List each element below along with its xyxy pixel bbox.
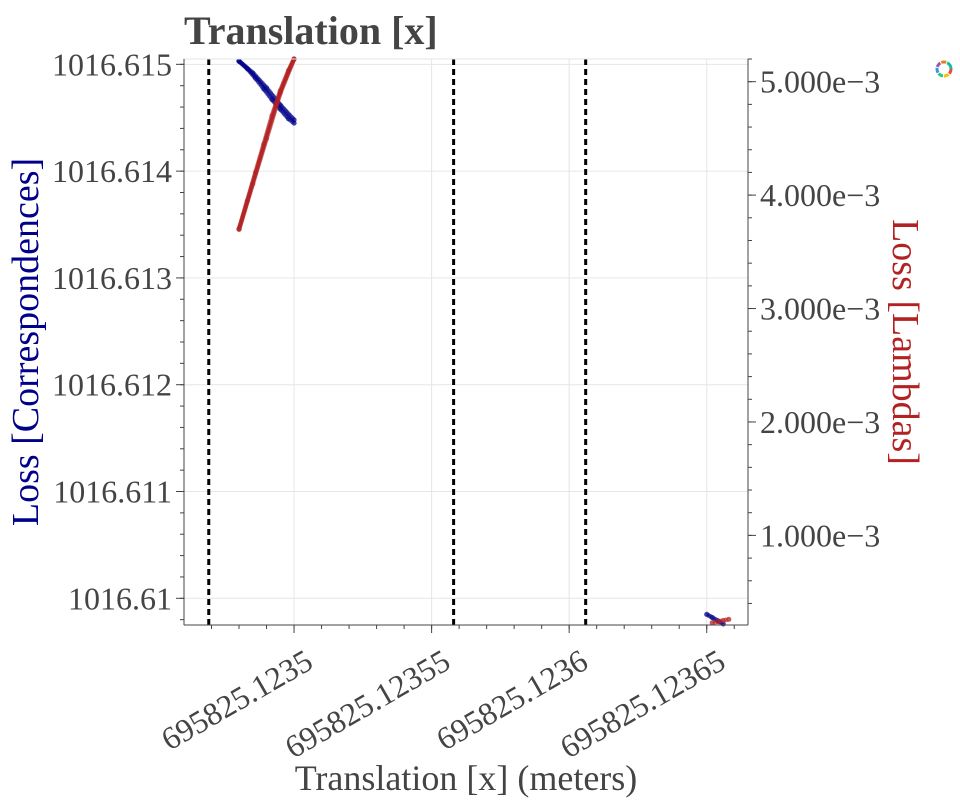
x-axis-label: Translation [x] (meters) bbox=[295, 758, 638, 798]
y-right-tick-label: 2.000e−3 bbox=[760, 404, 880, 440]
y-right-tick-label: 1.000e−3 bbox=[760, 517, 880, 553]
y-right-tick-label: 4.000e−3 bbox=[760, 177, 880, 213]
bokeh-logo-icon bbox=[935, 60, 953, 78]
y-right-tick-label: 5.000e−3 bbox=[760, 64, 880, 100]
y-left-tick-label: 1016.615 bbox=[52, 46, 172, 82]
y-right-tick-label: 3.000e−3 bbox=[760, 291, 880, 327]
y-axis-label-right: Loss [Lambdas] bbox=[884, 219, 926, 465]
chart-title: Translation [x] bbox=[184, 8, 438, 53]
axes bbox=[183, 58, 749, 626]
y-axis-left: 1016.61 1016.611 1016.612 1016.613 1016.614 1… bbox=[52, 46, 184, 621]
x-axis: 695825.1235695825.12355695825.1236695825… bbox=[155, 625, 735, 765]
y-axis-right: 1.000e−3 2.000e−3 3.000e−3 4.000e−3 5.000e−3 bbox=[748, 58, 880, 604]
y-left-tick-label: 1016.61 bbox=[68, 580, 172, 616]
y-axis-label-left: Loss [Correspondences] bbox=[5, 158, 47, 526]
grid bbox=[184, 59, 748, 625]
y-left-tick-label: 1016.612 bbox=[52, 367, 172, 403]
y-left-tick-label: 1016.614 bbox=[52, 153, 172, 189]
vertical-lines bbox=[207, 59, 588, 625]
lambdas-point bbox=[726, 616, 732, 622]
plot-frame bbox=[183, 58, 749, 626]
y-left-tick-label: 1016.611 bbox=[53, 474, 172, 510]
y-left-tick-label: 1016.613 bbox=[52, 260, 172, 296]
correspondences-point bbox=[291, 120, 297, 126]
data-points bbox=[236, 56, 732, 627]
